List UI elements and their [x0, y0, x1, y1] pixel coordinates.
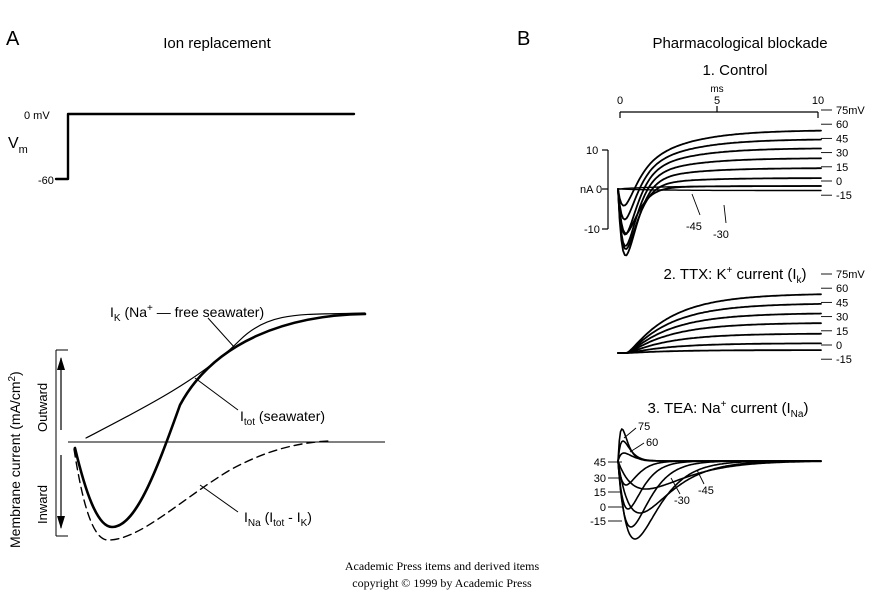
trace-voltage-label: 60: [836, 283, 848, 295]
voltage-step-trace: [54, 112, 356, 181]
membrane-current-ylabel: Membrane current (mA/cm2): [7, 371, 23, 548]
inner-label-pointer: [723, 204, 727, 224]
control-current-trace: [617, 147, 822, 236]
trace-voltage-label: 60: [646, 437, 658, 449]
tea-labels: 75 60 45 30 15 0 -15: [590, 421, 658, 528]
panel-b: B Pharmacological blockade 1. Control ms…: [517, 28, 865, 540]
ttx-current-trace: [617, 312, 822, 354]
ttx-current-trace: [617, 342, 822, 354]
time-tick-label: 0: [617, 95, 623, 107]
trace-voltage-label: 45: [836, 133, 848, 145]
trace-voltage-label: 0: [836, 340, 842, 352]
trace-voltage-label: 15: [836, 162, 848, 174]
ttx-current-trace: [617, 332, 822, 354]
tea-subplot: 3. TEA: Na+ current (INa) 75 60 45 30 15 0 -15…: [590, 399, 822, 540]
outward-label: Outward: [35, 383, 50, 432]
copyright-line-1: Academic Press items and derived items: [345, 559, 540, 573]
ttx-current-trace: [617, 293, 822, 354]
current-unit-label: nA: [580, 184, 594, 196]
trace-voltage-label: -15: [590, 516, 606, 528]
v-hold-label: 0 mV: [24, 110, 50, 122]
inner-label-pointer: [670, 477, 681, 495]
trace-voltage-label: 60: [836, 119, 848, 131]
ttx-title: 2. TTX: K+ current (Ik): [663, 265, 806, 286]
trace-voltage-label: -15: [836, 354, 852, 366]
trace-voltage-label: 15: [594, 487, 606, 499]
control-subplot: 1. Control ms 0 5 10 10 nA 0 -10 75mV 60 4…: [580, 62, 865, 257]
panel-a-letter: A: [6, 28, 20, 50]
copyright-line-2: copyright © 1999 by Academic Press: [352, 576, 532, 590]
outward-arrow-head: [57, 357, 65, 370]
control-current-trace: [617, 129, 822, 207]
trace-voltage-label: 75mV: [836, 105, 865, 117]
inner-trace-label: -30: [674, 495, 690, 507]
control-current-trace: [617, 157, 822, 247]
itot-pointer: [194, 377, 239, 411]
current-tick-label: 10: [586, 145, 598, 157]
trace-voltage-label: -15: [836, 190, 852, 202]
ik-pointer: [207, 317, 236, 349]
tea-traces: [617, 428, 822, 540]
trace-label-pointer: [623, 427, 637, 439]
ttx-traces: [617, 293, 822, 354]
time-tick-label: 10: [812, 95, 824, 107]
time-tick-label: 5: [714, 95, 720, 107]
tea-current-trace: [617, 460, 822, 528]
time-unit-label: ms: [710, 84, 723, 95]
trace-voltage-label: 75: [638, 421, 650, 433]
control-current-trace: [617, 177, 822, 250]
itot-trace: [73, 312, 367, 529]
trace-voltage-label: 30: [836, 312, 848, 324]
trace-voltage-label: 0: [836, 176, 842, 188]
panel-a: A Ion replacement Vm 0 mV -60 Outward In…: [6, 28, 385, 548]
panel-b-letter: B: [517, 28, 530, 50]
ttx-current-trace: [617, 349, 822, 354]
panel-a-title: Ion replacement: [163, 35, 271, 52]
ttx-current-trace: [617, 322, 822, 354]
trace-voltage-label: 75mV: [836, 269, 865, 281]
current-tick-label: 0: [596, 184, 602, 196]
trace-voltage-label: 30: [836, 148, 848, 160]
inner-label-pointer: [691, 193, 701, 216]
ik-trace: [85, 312, 366, 439]
inner-trace-label: -30: [713, 229, 729, 241]
ttx-labels: 75mV 60 45 30 15 0 -15: [821, 269, 865, 366]
trace-voltage-label: 30: [594, 473, 606, 485]
inner-label-pointer: [696, 469, 705, 485]
trace-label-pointer: [629, 442, 645, 453]
ttx-subplot: 2. TTX: K+ current (Ik) 75mV 60 45 30 15 0 -15: [617, 265, 865, 366]
tea-current-trace: [617, 460, 822, 490]
control-title: 1. Control: [702, 62, 767, 79]
tea-title: 3. TEA: Na+ current (INa): [648, 399, 809, 420]
trace-voltage-label: 45: [836, 297, 848, 309]
inward-label: Inward: [35, 485, 50, 524]
ttx-current-trace: [617, 303, 822, 354]
v-start-label: -60: [38, 175, 54, 187]
ik-label: IK (Na+ — free seawater): [110, 303, 264, 324]
panel-b-title: Pharmacological blockade: [652, 35, 827, 52]
inner-trace-label: -45: [698, 485, 714, 497]
control-current-trace: [617, 185, 822, 190]
ina-pointer: [199, 484, 239, 513]
inward-arrow-head: [57, 516, 65, 529]
inner-trace-label: -45: [686, 221, 702, 233]
control-labels: 75mV 60 45 30 15 0 -15: [821, 105, 865, 202]
control-current-trace: [617, 188, 822, 192]
trace-voltage-label: 15: [836, 326, 848, 338]
trace-voltage-label: 45: [594, 457, 606, 469]
ina-trace: [73, 440, 329, 541]
ina-label: INa (Itot - IK): [244, 509, 312, 529]
trace-voltage-label: 0: [600, 502, 606, 514]
vm-label: Vm: [8, 135, 28, 156]
control-traces: [617, 129, 822, 257]
control-current-trace: [617, 138, 822, 221]
current-tick-label: -10: [584, 224, 600, 236]
itot-label: Itot (seawater): [240, 408, 325, 428]
tea-current-trace: [617, 452, 822, 462]
